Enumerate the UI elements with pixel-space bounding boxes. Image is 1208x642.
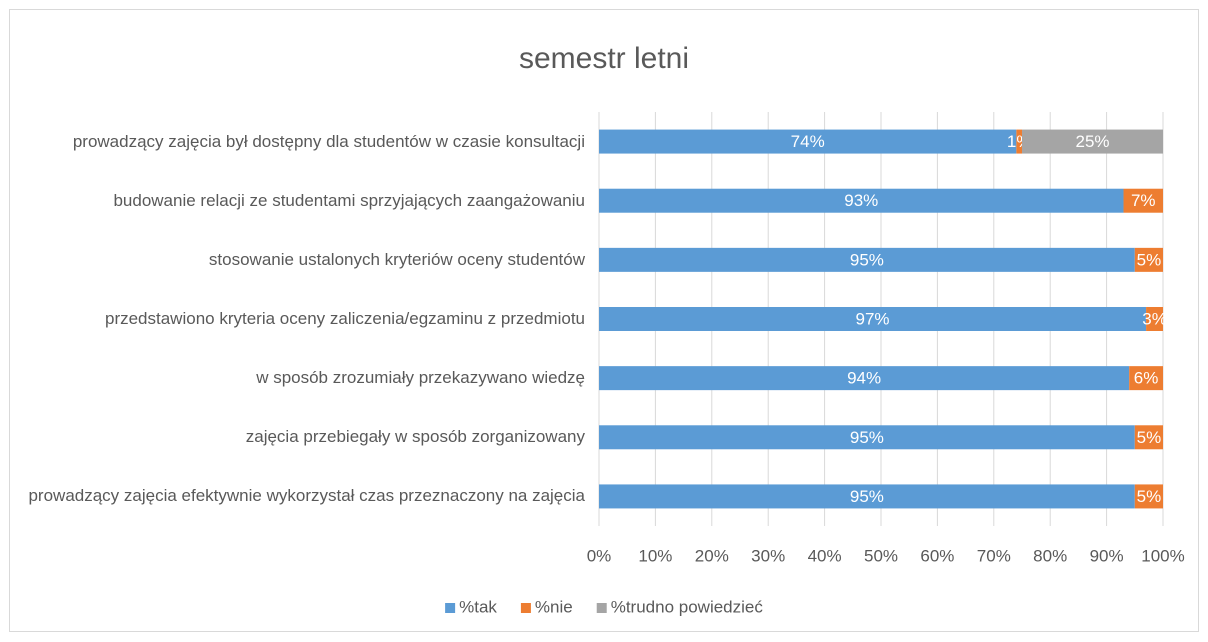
y-tick-label: prowadzący zajęcia efektywnie wykorzysta… — [28, 486, 585, 506]
data-label: 94% — [847, 369, 881, 388]
y-tick-label: budowanie relacji ze studentami sprzyjaj… — [113, 190, 585, 210]
bar-segment — [1129, 366, 1163, 391]
x-tick-label: 10% — [638, 546, 672, 565]
data-label: 6% — [1134, 369, 1159, 388]
data-label: 3% — [1142, 309, 1167, 328]
category-label-box: prowadzący zajęcia był dostępny dla stud… — [73, 130, 585, 154]
category-label-box: prowadzący zajęcia efektywnie wykorzysta… — [28, 484, 585, 508]
bar-segment — [599, 366, 1130, 391]
x-tick-label: 40% — [808, 546, 842, 565]
x-tick-label: 0% — [587, 546, 612, 565]
bar-segment — [599, 307, 1147, 331]
bar-segment — [1016, 129, 1022, 154]
bar-segment — [1146, 307, 1163, 331]
bar-segment — [599, 247, 1135, 272]
bar-segment — [1134, 484, 1163, 509]
category-label-box: budowanie relacji ze studentami sprzyjaj… — [113, 189, 585, 213]
x-tick-label: 90% — [1090, 546, 1124, 565]
legend-label: %trudno powiedzieć — [611, 597, 764, 616]
y-tick-label: stosowanie ustalonych kryteriów oceny st… — [208, 249, 585, 269]
bar-segment — [1134, 247, 1163, 272]
y-tick-label: zajęcia przebiegały w sposób zorganizowa… — [245, 427, 585, 447]
bar-segment — [1022, 129, 1163, 154]
data-label: 95% — [850, 250, 884, 269]
x-tick-label: 70% — [977, 546, 1011, 565]
data-label: 5% — [1137, 250, 1162, 269]
category-label-box: w sposób zrozumiały przekazywano wiedzę — [256, 366, 585, 390]
x-tick-label: 50% — [864, 546, 898, 565]
bar-segment — [599, 129, 1017, 154]
chart-title: semestr letni — [519, 42, 689, 75]
data-label: 95% — [850, 428, 884, 447]
data-label: 5% — [1137, 428, 1162, 447]
data-label: 25% — [1075, 132, 1109, 151]
bar-segment — [599, 484, 1135, 509]
category-label-box: zajęcia przebiegały w sposób zorganizowa… — [246, 425, 585, 449]
legend-label: %nie — [535, 597, 573, 616]
x-tick-label: 100% — [1141, 546, 1184, 565]
data-label: 95% — [850, 487, 884, 506]
x-tick-label: 30% — [751, 546, 785, 565]
x-tick-label: 20% — [695, 546, 729, 565]
x-tick-label: 80% — [1033, 546, 1067, 565]
legend-swatch — [520, 603, 531, 613]
bar-segment — [599, 425, 1135, 450]
bar-segment — [1123, 188, 1163, 213]
category-label-box: stosowanie ustalonych kryteriów oceny st… — [209, 248, 585, 272]
data-label: 74% — [791, 132, 825, 151]
bar-segment — [1134, 425, 1163, 450]
data-label: 93% — [844, 191, 878, 210]
y-tick-label: w sposób zrozumiały przekazywano wiedzę — [256, 368, 585, 388]
y-tick-label: przedstawiono kryteria oceny zaliczenia/… — [104, 309, 585, 328]
legend-label: %tak — [459, 597, 497, 616]
x-tick-label: 60% — [920, 546, 954, 565]
y-tick-label: prowadzący zajęcia był dostępny dla stud… — [72, 131, 585, 151]
bar-segment — [599, 188, 1124, 213]
legend-swatch — [596, 603, 607, 613]
legend-swatch — [445, 603, 456, 613]
data-label: 97% — [856, 309, 890, 328]
data-label: 7% — [1131, 191, 1156, 210]
category-label-box: przedstawiono kryteria oceny zaliczenia/… — [105, 307, 585, 331]
data-label: 5% — [1137, 487, 1162, 506]
